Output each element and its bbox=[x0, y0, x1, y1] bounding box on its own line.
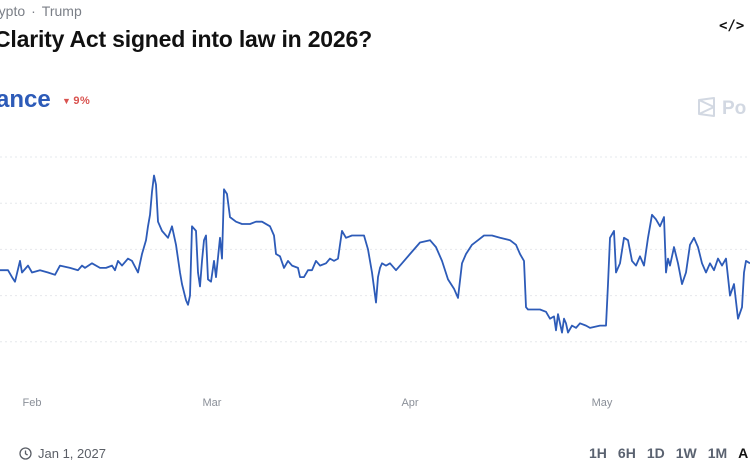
series-line bbox=[0, 174, 750, 334]
x-tick-feb: Feb bbox=[23, 397, 42, 409]
end-date: Jan 1, 2027 bbox=[19, 446, 106, 461]
footer-left-mark: l bbox=[0, 446, 1, 461]
breadcrumb-subcategory[interactable]: Trump bbox=[41, 3, 82, 19]
market-title: Clarity Act signed into law in 2026? bbox=[0, 26, 372, 52]
range-6h[interactable]: 6H bbox=[617, 445, 636, 461]
embed-button[interactable]: </> bbox=[719, 16, 745, 36]
breadcrumb-category[interactable]: rypto bbox=[0, 3, 26, 19]
time-range-selector: 1H 6H 1D 1W 1M A bbox=[589, 445, 750, 463]
range-1m[interactable]: 1M bbox=[707, 445, 728, 461]
x-axis: Feb Mar Apr May bbox=[23, 397, 613, 409]
clock-icon bbox=[19, 447, 32, 460]
code-embed-icon: </> bbox=[719, 18, 745, 34]
chance-label: ance bbox=[0, 86, 51, 113]
range-1d[interactable]: 1D bbox=[646, 445, 665, 461]
end-date-text: Jan 1, 2027 bbox=[38, 446, 106, 461]
change-value: 9% bbox=[73, 95, 91, 107]
brand-watermark: Po bbox=[697, 97, 746, 120]
breadcrumb-separator: · bbox=[31, 3, 36, 19]
change-badge: ▼ 9% bbox=[62, 95, 90, 107]
x-tick-apr: Apr bbox=[401, 397, 418, 409]
brand-text: Po bbox=[722, 98, 747, 119]
down-triangle-icon: ▼ bbox=[62, 96, 72, 106]
price-chart[interactable]: Feb Mar Apr May bbox=[0, 140, 750, 415]
chart-grid bbox=[0, 156, 750, 343]
x-tick-mar: Mar bbox=[203, 397, 222, 409]
range-all[interactable]: A bbox=[738, 445, 749, 461]
range-1w[interactable]: 1W bbox=[675, 445, 697, 461]
range-1h[interactable]: 1H bbox=[589, 445, 607, 461]
breadcrumb: rypto · Trump bbox=[0, 3, 82, 19]
polymarket-logo-icon bbox=[698, 97, 715, 117]
x-tick-may: May bbox=[592, 397, 613, 409]
